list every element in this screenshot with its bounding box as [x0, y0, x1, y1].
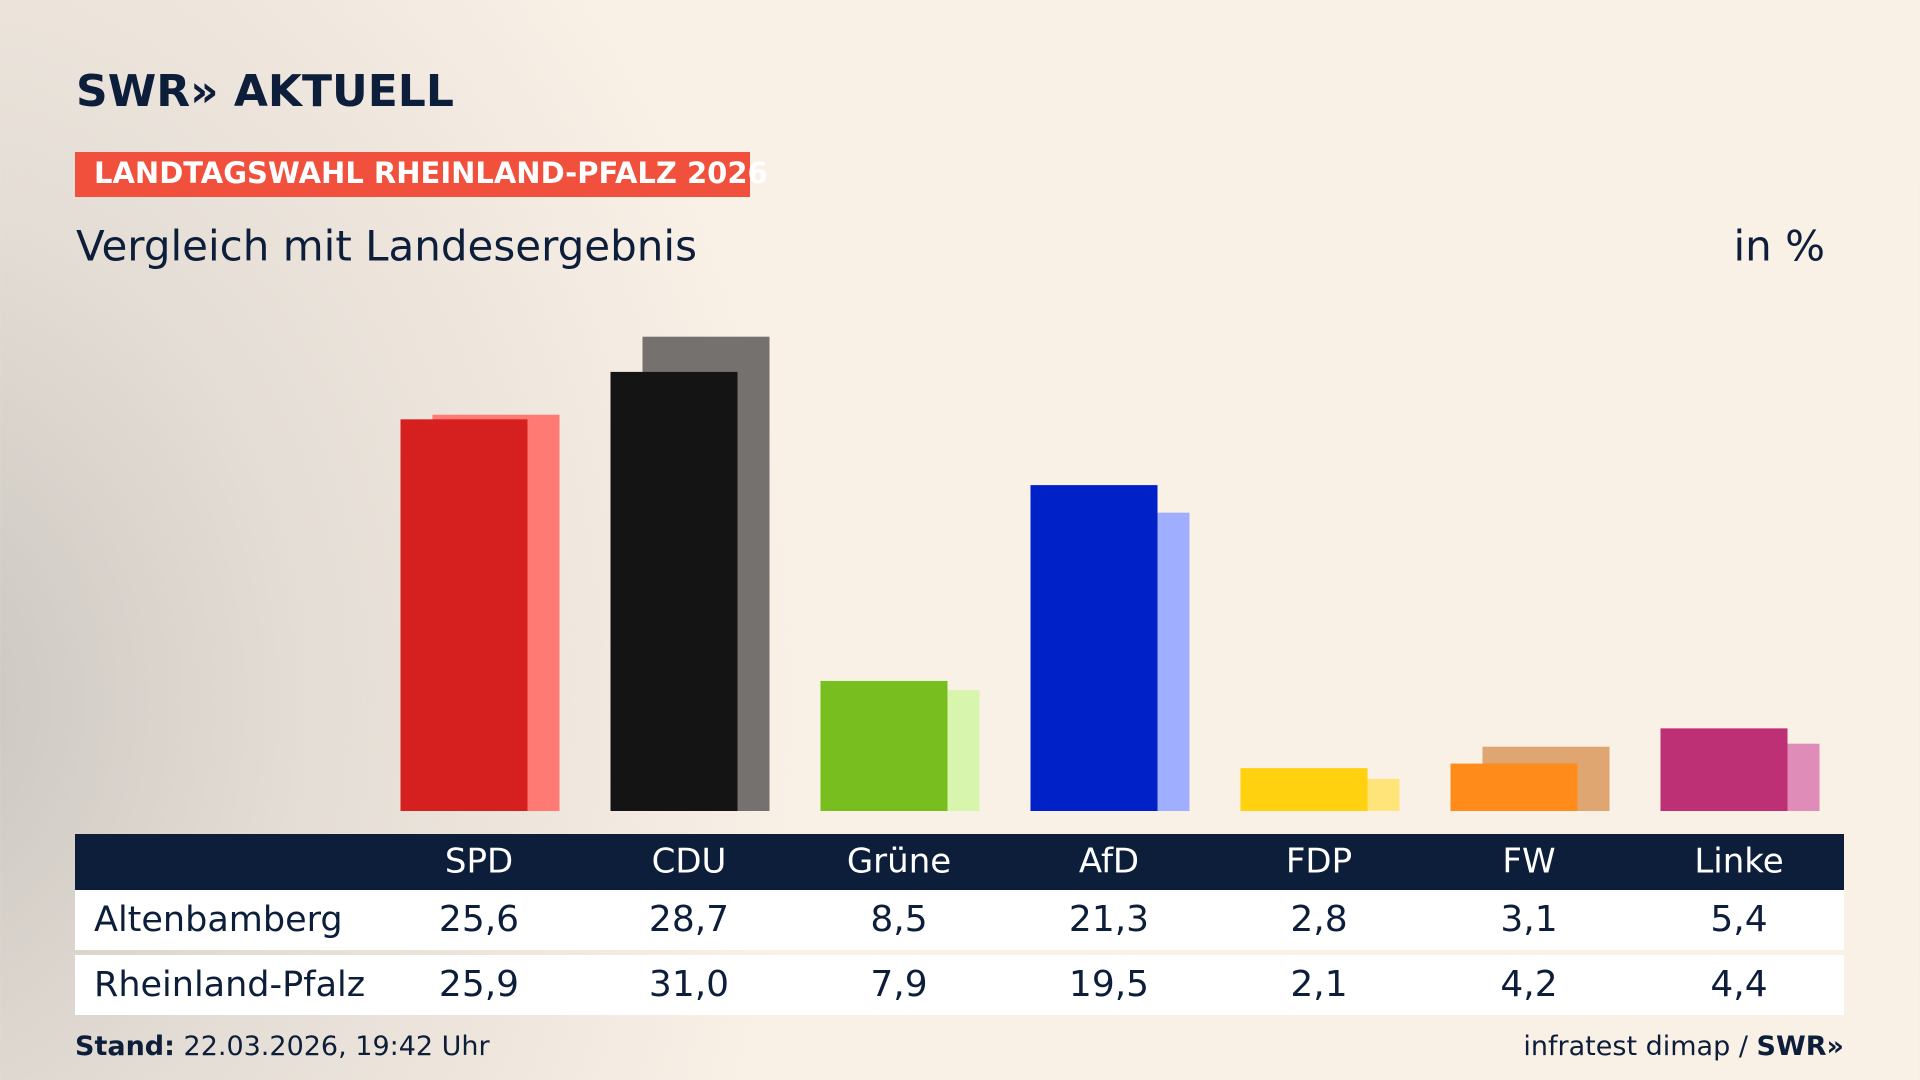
bar	[1030, 485, 1158, 811]
value-label: 21,3	[1069, 899, 1149, 940]
unit: in %	[1733, 222, 1825, 271]
footer-source: infratest dimap / SWR»	[1523, 1031, 1844, 1062]
value-label: 2,1	[1290, 964, 1347, 1005]
bar	[400, 419, 528, 811]
brand: SWR» AKTUELL	[76, 66, 454, 117]
bar	[820, 680, 948, 811]
category-label: Grüne	[847, 842, 951, 882]
category-label: CDU	[652, 842, 727, 882]
bar	[1240, 768, 1368, 811]
value-label: 8,5	[870, 899, 927, 940]
value-label: 28,7	[649, 899, 729, 940]
value-label: 7,9	[870, 964, 927, 1005]
source: infratest dimap /	[1523, 1031, 1748, 1062]
category-label: Linke	[1694, 842, 1783, 882]
stand-value: 22.03.2026, 19:42 Uhr	[184, 1031, 491, 1062]
category-label: FDP	[1286, 842, 1352, 882]
value-label: 25,9	[439, 964, 519, 1005]
value-label: 4,2	[1500, 964, 1557, 1005]
footer-stand: Stand: 22.03.2026, 19:42 Uhr	[75, 1031, 491, 1062]
kicker: LANDTAGSWAHL RHEINLAND-PFALZ 2026	[94, 156, 768, 190]
kicker-box	[75, 152, 750, 197]
bar	[1660, 728, 1788, 811]
row-label: Rheinland-Pfalz	[94, 965, 365, 1005]
category-label: AfD	[1079, 842, 1139, 882]
value-label: 4,4	[1710, 964, 1767, 1005]
table-row	[75, 890, 1844, 950]
row-label: Altenbamberg	[94, 900, 343, 940]
value-label: 3,1	[1500, 899, 1557, 940]
table-header	[75, 834, 1844, 890]
value-label: 25,6	[439, 899, 519, 940]
bar	[610, 371, 738, 811]
bar	[1450, 763, 1578, 811]
value-label: 5,4	[1710, 899, 1767, 940]
table-row	[75, 955, 1844, 1015]
value-label: 2,8	[1290, 899, 1347, 940]
value-label: 31,0	[649, 964, 729, 1005]
source-brand: SWR»	[1757, 1031, 1844, 1062]
value-label: 19,5	[1069, 964, 1149, 1005]
category-label: SPD	[445, 842, 513, 882]
stand-label: Stand:	[75, 1031, 175, 1062]
chart-title: Vergleich mit Landesergebnis	[76, 222, 697, 271]
category-label: FW	[1502, 842, 1555, 882]
